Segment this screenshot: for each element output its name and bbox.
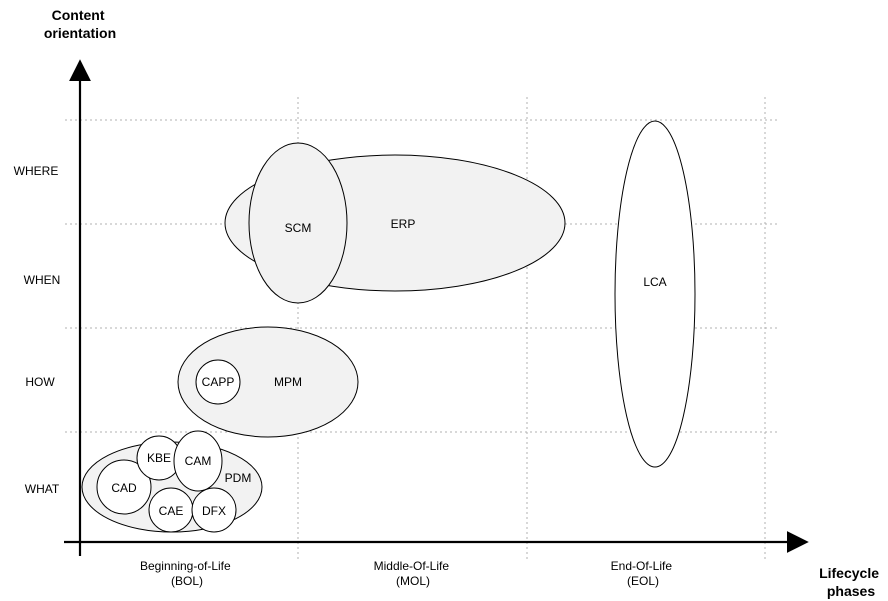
x-label-bol: Beginning-of-Life (BOL) xyxy=(140,559,234,588)
cam-ellipse xyxy=(173,430,223,492)
cad-label: CAD xyxy=(111,481,137,495)
y-axis-title: Content orientation xyxy=(44,7,116,41)
x-label-eol: End-Of-Life (EOL) xyxy=(611,559,676,588)
y-label-how: HOW xyxy=(25,375,55,389)
x-label-mol: Middle-Of-Life (MOL) xyxy=(374,559,453,588)
mpm-ellipse xyxy=(177,326,359,438)
scm-label: SCM xyxy=(285,221,312,235)
capp-circle xyxy=(195,359,241,405)
dfx-circle xyxy=(191,487,237,533)
y-label-what: WHAT xyxy=(25,482,60,496)
x-axis-title: Lifecycle phases xyxy=(819,565,883,599)
erp-label: ERP xyxy=(391,217,416,231)
mpm-label: MPM xyxy=(274,375,302,389)
cae-label: CAE xyxy=(159,504,184,518)
dfx-label: DFX xyxy=(202,504,226,518)
pdm-label: PDM xyxy=(225,471,252,485)
capp-label: CAPP xyxy=(202,375,235,389)
cam-label: CAM xyxy=(185,454,212,468)
scm-ellipse xyxy=(248,142,348,304)
cad-circle xyxy=(96,459,152,515)
kbe-label: KBE xyxy=(147,451,171,465)
y-label-when: WHEN xyxy=(24,273,61,287)
lca-label: LCA xyxy=(643,275,666,289)
lca-ellipse xyxy=(614,120,696,468)
y-label-where: WHERE xyxy=(14,164,59,178)
